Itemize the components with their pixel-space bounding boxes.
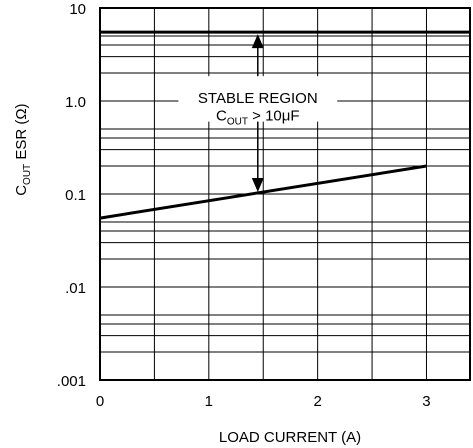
x-tick-label: 0 [96, 393, 104, 410]
x-axis-title: LOAD CURRENT (A) [219, 429, 361, 446]
annotation-cout-rest: > 10μF [248, 107, 300, 124]
y-tick-label: .001 [57, 373, 86, 390]
arrow-up-head [251, 34, 264, 49]
y-axis-title: COUT ESR (Ω) [13, 103, 33, 195]
series-line-1 [99, 164, 427, 220]
series-group [99, 30, 470, 220]
grid [100, 8, 470, 380]
x-tick-label: 3 [422, 393, 430, 410]
arrow-down-head [251, 178, 264, 193]
annotation-stable-region: STABLE REGION [198, 90, 318, 107]
annotation-background [178, 76, 338, 122]
y-axis-title-main: C [13, 185, 30, 196]
annotation-cout-main: C [216, 107, 227, 124]
plot-frame [99, 7, 471, 381]
y-tick-label: 10 [69, 1, 86, 18]
y-axis-title-rest: ESR (Ω) [13, 103, 30, 163]
annotation-cout-condition: COUT > 10μF [216, 107, 300, 127]
y-axis-title-sub: OUT [22, 164, 33, 185]
y-tick-label: 0.1 [65, 187, 86, 204]
x-tick-label: 1 [205, 393, 213, 410]
annotation-cout-sub: OUT [227, 116, 248, 127]
annotation-group: STABLE REGION COUT > 10μF [178, 34, 338, 193]
y-tick-labels: .001 .01 0.1 1.0 10 [57, 1, 86, 390]
x-tick-label: 2 [313, 393, 321, 410]
y-tick-label: .01 [65, 280, 86, 297]
x-tick-labels: 0 1 2 3 [96, 393, 431, 410]
y-tick-label: 1.0 [65, 94, 86, 111]
